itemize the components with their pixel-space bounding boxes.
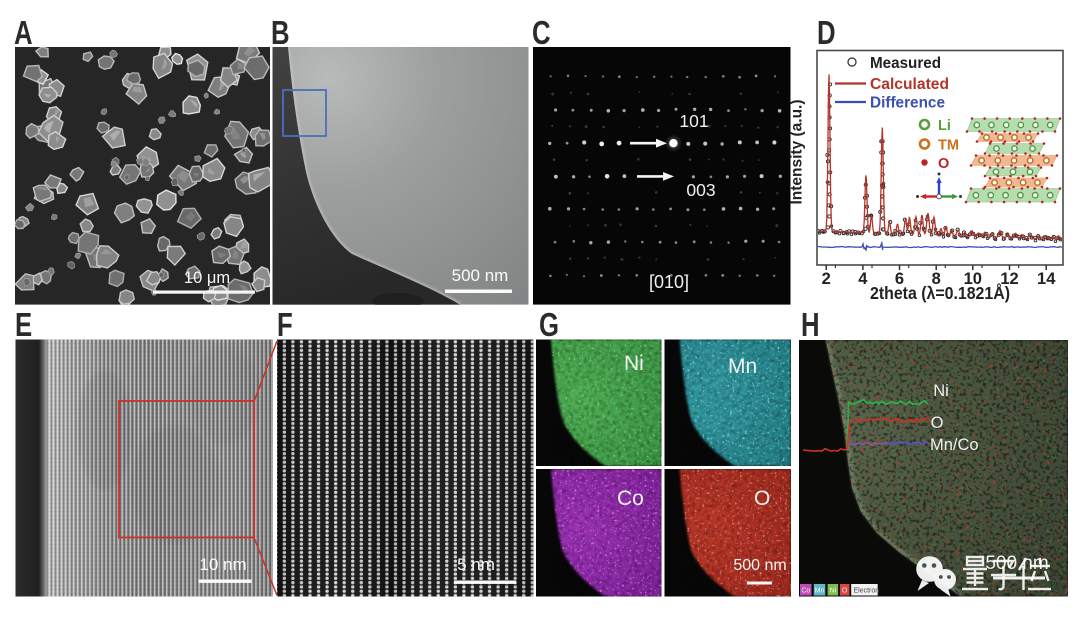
svg-text:003: 003 <box>686 180 715 200</box>
svg-text:Ni: Ni <box>624 352 644 375</box>
svg-text:Measured: Measured <box>870 55 941 72</box>
svg-text:Co: Co <box>617 487 644 510</box>
svg-text:101: 101 <box>679 111 708 131</box>
svg-text:Mn: Mn <box>815 588 825 595</box>
svg-text:Mn: Mn <box>728 355 757 378</box>
svg-text:10 nm: 10 nm <box>199 555 246 574</box>
svg-text:Ni: Ni <box>933 382 949 400</box>
svg-text:5 nm: 5 nm <box>457 555 495 574</box>
svg-text:D: D <box>817 15 836 52</box>
svg-text:A: A <box>14 15 33 52</box>
svg-text:10 μm: 10 μm <box>184 269 230 287</box>
svg-text:6: 6 <box>895 270 904 288</box>
svg-text:TM: TM <box>938 138 959 154</box>
svg-text:B: B <box>271 15 290 52</box>
svg-text:500 nm: 500 nm <box>985 553 1048 574</box>
svg-text:Co: Co <box>801 588 810 595</box>
svg-text:14: 14 <box>1037 270 1056 288</box>
svg-text:8: 8 <box>932 270 941 288</box>
svg-text:2: 2 <box>822 270 831 288</box>
svg-text:Calculated: Calculated <box>870 76 949 93</box>
svg-text:[010]: [010] <box>649 272 689 292</box>
svg-text:O: O <box>938 156 949 172</box>
svg-text:Intensity (a.u.): Intensity (a.u.) <box>789 99 806 204</box>
svg-text:O: O <box>931 414 944 432</box>
svg-text:Li: Li <box>938 118 951 134</box>
svg-text:Difference: Difference <box>870 95 945 112</box>
svg-text:500 nm: 500 nm <box>733 557 786 574</box>
svg-text:Mn/Co: Mn/Co <box>930 436 979 454</box>
svg-text:4: 4 <box>858 270 868 288</box>
svg-text:O: O <box>842 588 848 595</box>
svg-text:C: C <box>532 15 551 52</box>
svg-text:O: O <box>754 487 770 510</box>
svg-text:Ni: Ni <box>830 588 837 595</box>
svg-text:500 nm: 500 nm <box>452 266 509 285</box>
svg-text:H: H <box>801 307 820 344</box>
svg-text:10: 10 <box>964 270 982 288</box>
svg-text:Electron: Electron <box>854 587 880 594</box>
svg-text:E: E <box>15 307 32 344</box>
svg-text:12: 12 <box>1000 270 1018 288</box>
svg-text:F: F <box>277 307 293 344</box>
svg-text:2theta (λ=0.1821Å): 2theta (λ=0.1821Å) <box>870 283 1010 303</box>
svg-text:G: G <box>539 307 559 344</box>
